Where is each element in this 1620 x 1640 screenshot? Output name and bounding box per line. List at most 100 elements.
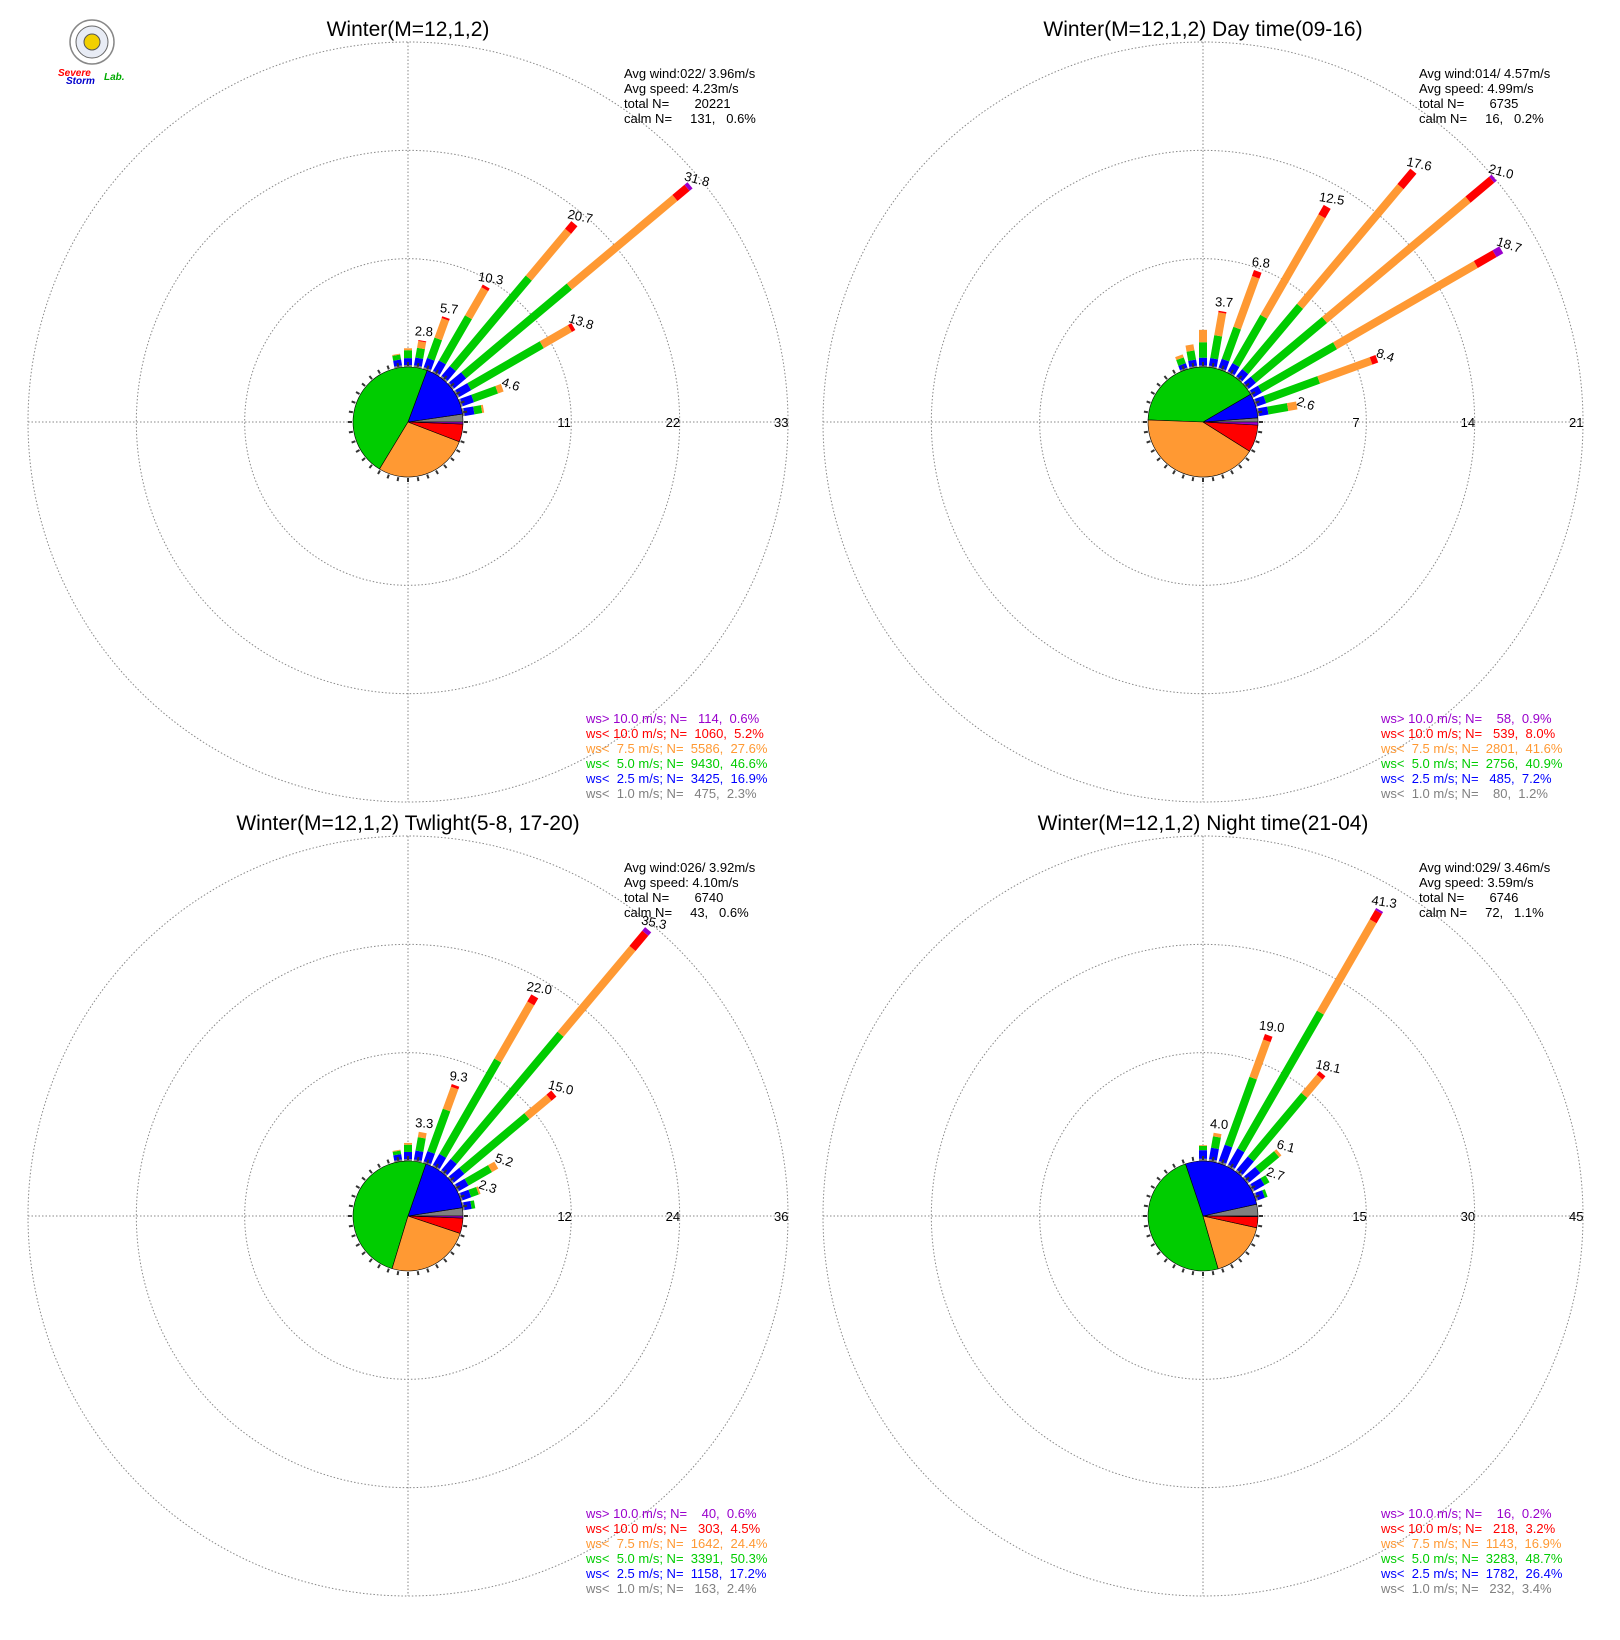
pie-tick [416,476,420,482]
panel-title: Winter(M=12,1,2) [327,18,490,41]
pie-tick [386,1159,390,1164]
pie-slice [379,421,460,478]
bar-segment [1237,1010,1324,1153]
pie-tick [1230,469,1234,475]
bar-segment [488,1161,499,1173]
direction-bar: 3.3 [413,1115,434,1163]
bar-value-label: 41.3 [1371,892,1398,911]
pie-tick [435,369,439,375]
bar-segment [441,316,450,321]
pie-tick [416,362,420,368]
legend-entry: ws< 10.0 m/s; N= 539, 8.0% [1380,726,1556,741]
bar-segment [495,383,504,394]
logo-text-severe: Severe [58,68,91,79]
bar-segment [1249,1039,1271,1080]
bar-value-label: 5.7 [439,300,459,317]
pie-slice [391,1215,461,1272]
bar-segment [1333,261,1478,350]
bar-value-label: 6.1 [1275,1136,1296,1155]
stat-line: calm N= 43, 0.6% [624,905,749,920]
bar-segment [1250,316,1328,383]
pie-tick [1156,1176,1161,1181]
pie-tick [450,457,455,462]
bar-segment [427,337,443,361]
legend-entry: ws< 1.0 m/s; N= 163, 2.4% [585,1581,757,1596]
bar-segment [525,228,572,281]
bar-segment [450,1084,460,1090]
pie-tick [460,1234,465,1238]
pie-tick [377,469,381,475]
bar-segment [1236,1156,1254,1175]
pie-tick [460,1194,465,1198]
pie-tick [1143,410,1149,414]
pie-tick [450,1176,455,1181]
bar-segment [465,287,489,320]
pie-tick [462,1224,468,1228]
bar-segment [1260,1175,1270,1186]
pie-tick [368,1258,373,1263]
pie-tick [1221,365,1225,370]
bar-value-label: 10.3 [477,269,504,288]
bar-segment [1262,1189,1268,1198]
legend-entry: ws< 7.5 m/s; N= 5586, 27.6% [585,741,768,756]
pie-tick [396,476,400,482]
pie-tick [462,410,468,414]
bar-segment [524,1094,552,1120]
pie-tick [1150,1243,1156,1247]
bar-segment [1213,1132,1222,1138]
direction-bar: 19.0 [1218,1018,1286,1166]
bar-segment [1263,1034,1273,1043]
pie-slice [352,1160,427,1270]
legend-entry: ws< 2.5 m/s; N= 485, 7.2% [1380,771,1552,786]
pie-slice [1185,1160,1258,1217]
direction-bar: 4.6 [458,374,522,407]
pie-tick [1191,476,1195,482]
legend-entry: ws< 5.0 m/s; N= 2756, 40.9% [1380,756,1563,771]
bar-segment [481,284,490,292]
pie-tick [386,365,390,370]
pie-slice [407,421,464,425]
bar-value-label: 17.6 [1405,154,1433,174]
bar-segment [1267,403,1289,415]
bar-segment [539,325,572,349]
bar-value-label: 22.0 [526,979,553,998]
stat-line: calm N= 131, 0.6% [624,111,756,126]
bar-segment [1233,275,1260,330]
pie-tick [348,410,354,414]
bar-segment [450,1031,564,1164]
bar-segment [1221,326,1241,362]
pie-slice [1202,1215,1259,1218]
bar-segment [494,1001,535,1063]
pie-tick [1221,1159,1225,1164]
legend-entry: ws< 7.5 m/s; N= 1143, 16.9% [1380,1536,1562,1551]
pie-tick [1230,1163,1234,1169]
pie-tick [1238,1169,1243,1174]
legend-entry: ws< 5.0 m/s; N= 9430, 46.6% [585,756,768,771]
legend-entry: ws< 7.5 m/s; N= 2801, 41.6% [1380,741,1563,756]
bar-segment [1263,376,1321,404]
bar-segment [470,1200,476,1209]
pie-tick [1257,430,1263,434]
bar-value-label: 19.0 [1259,1018,1286,1036]
direction-bar: 18.1 [1235,1056,1342,1177]
pie-tick [1257,410,1263,414]
pie-tick [1238,1258,1243,1263]
pie-tick [1191,1156,1195,1162]
bar-segment [1492,246,1504,258]
pie-tick [1163,375,1168,380]
bar-segment [564,221,578,234]
bar-segment [438,315,472,365]
pie-tick [361,1251,366,1256]
logo-text-lab: Lab. [104,72,125,83]
legend-entry: ws< 10.0 m/s; N= 1060, 5.2% [585,726,764,741]
bar-segment [461,283,572,379]
speed-pie [1147,366,1259,478]
pie-tick [351,400,356,404]
bar-value-label: 3.7 [1215,294,1234,310]
bar-segment [1316,1071,1326,1080]
bar-segment [392,1150,402,1156]
pie-tick [355,1243,361,1247]
bar-segment [1214,312,1227,337]
pie-tick [1172,469,1176,475]
bar-segment [684,182,693,191]
